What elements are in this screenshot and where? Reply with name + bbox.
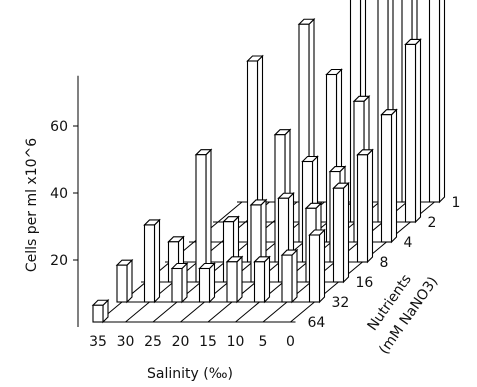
bar [404,38,422,224]
bar-side [181,262,188,304]
bar-side [414,38,422,224]
z-tick-label: 8 [380,255,389,271]
bar-face [92,304,104,323]
bar [115,258,134,304]
bar-side [153,218,161,304]
bar [428,0,446,204]
bar-face [428,0,441,203]
bar [194,148,213,284]
z-tick-label: 16 [356,275,374,291]
bar-face [171,267,183,303]
bar-face [226,261,238,303]
z-tick-label: 32 [332,295,350,311]
x-tick-label: 30 [117,334,135,350]
bar-face [404,43,417,223]
x-tick-label: 35 [89,334,107,350]
y-tick-label: 60 [50,119,68,135]
y-tick-label: 40 [50,186,68,202]
bar-side [205,148,212,284]
bar-side [366,148,374,264]
bar-face [198,267,211,303]
bar-side [342,181,350,284]
y-axis-title: Cells per ml x10^6 [24,138,40,272]
bar-side [126,258,133,304]
bar [253,255,271,304]
bar [91,298,110,324]
bar [280,248,299,304]
bar-face [380,114,393,243]
bar [332,181,350,284]
bar-side [208,262,216,304]
bar-face [253,261,266,303]
bar-face [281,254,293,303]
z-tick-label: 4 [404,235,413,251]
x-tick-labels: 35 30 25 20 15 10 5 0 [89,334,295,350]
x-tick-label: 25 [144,334,162,350]
z-tick-label: 1 [452,195,461,211]
z-tick-label: 2 [428,215,437,231]
y-tick-label: 20 [50,253,68,269]
bar [308,228,326,304]
y-tick-labels: 20 40 60 [50,119,78,269]
bar-face [332,187,345,283]
x-axis-title: Salinity (‰) [147,366,233,382]
bar [198,262,216,304]
bar-side [291,248,298,304]
x-tick-label: 0 [286,334,295,350]
bar-side [263,255,271,304]
bar-face [143,224,156,303]
bar [225,255,244,304]
bar-face [195,154,207,283]
bar-side [390,108,398,244]
bar [380,108,398,244]
bar-side [318,228,326,304]
x-tick-label: 10 [227,334,245,350]
x-tick-label: 15 [199,334,217,350]
x-tick-label: 20 [172,334,190,350]
bar-face [116,264,128,303]
bar [143,218,161,304]
bars [91,0,446,324]
bar-side [438,0,446,204]
bar [356,148,374,264]
bar-face [308,234,321,303]
bar [170,262,189,304]
x-tick-label: 5 [259,334,268,350]
bar-side [236,255,243,304]
z-tick-label: 64 [308,315,326,331]
bar-face [356,154,369,263]
